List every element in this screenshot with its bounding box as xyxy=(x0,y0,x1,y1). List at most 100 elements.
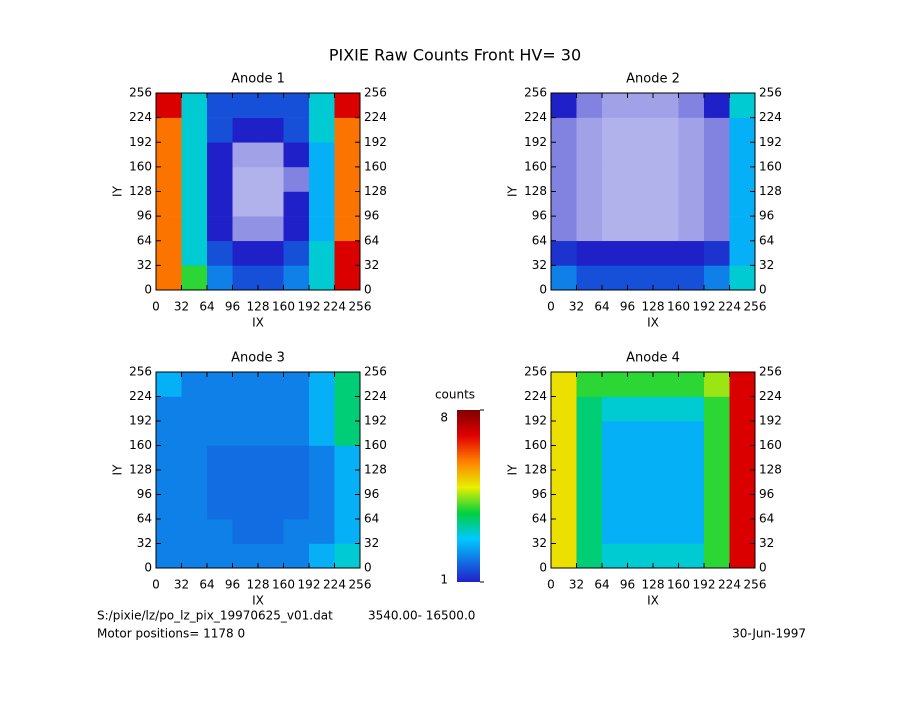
heatmap-cell xyxy=(627,396,654,422)
y-tick-label: 96 xyxy=(532,487,547,501)
y-tick-label: 96 xyxy=(137,487,152,501)
heatmap-cell xyxy=(627,519,654,544)
heatmap-cell xyxy=(729,265,756,291)
heatmap-cell xyxy=(678,494,705,520)
heatmap-cell xyxy=(207,543,233,569)
y-tick-label: 192 xyxy=(524,135,547,149)
y-tick-label: 192 xyxy=(129,135,152,149)
heatmap-cell xyxy=(309,240,335,266)
y-tick-label: 224 xyxy=(524,389,547,403)
heatmap-cell xyxy=(309,445,335,471)
heatmap-cell xyxy=(181,543,208,569)
heatmap-cell xyxy=(283,166,310,192)
x-tick-label: 0 xyxy=(547,300,555,314)
x-tick-label: 128 xyxy=(642,300,665,314)
heatmap-cell xyxy=(551,543,577,569)
heatmap-cell xyxy=(551,166,577,192)
heatmap-cell xyxy=(309,372,335,397)
y-tick-label: 192 xyxy=(364,135,387,149)
heatmap-cell xyxy=(258,543,284,569)
heatmap-cell xyxy=(729,240,756,266)
heatmap-cell xyxy=(283,240,310,266)
heatmap-cell xyxy=(232,166,259,192)
y-tick-label: 96 xyxy=(137,209,152,223)
y-tick-label: 192 xyxy=(759,414,782,428)
y-tick-label: 224 xyxy=(759,389,782,403)
heatmap-cell xyxy=(602,372,628,397)
panel-title: Anode 3 xyxy=(231,351,285,366)
heatmap-cell xyxy=(602,543,628,569)
heatmap-cell xyxy=(551,519,577,544)
heatmap-cell xyxy=(309,519,335,544)
heatmap-cell xyxy=(704,216,730,242)
heatmap-cell xyxy=(258,445,284,471)
y-tick-label: 32 xyxy=(759,258,774,272)
heatmap-cell xyxy=(602,93,628,118)
heatmap-cell xyxy=(602,445,628,471)
x-axis-label: IX xyxy=(252,594,264,608)
heatmap-cell xyxy=(156,470,182,495)
heatmap-cell xyxy=(627,543,654,569)
y-axis-label: IY xyxy=(111,464,125,476)
heatmap-cell xyxy=(181,142,208,168)
heatmap-cell xyxy=(309,117,335,143)
heatmap-cell xyxy=(576,265,603,291)
heatmap-cell xyxy=(627,372,654,397)
heatmap-cell xyxy=(653,543,679,569)
heatmap-cell xyxy=(309,494,335,520)
heatmap-cell xyxy=(576,142,603,168)
x-tick-label: 0 xyxy=(152,578,160,592)
heatmap-cell xyxy=(181,166,208,192)
heatmap-cell xyxy=(181,494,208,520)
heatmap-cell xyxy=(551,421,577,446)
heatmap-cell xyxy=(729,543,756,569)
heatmap-cell xyxy=(334,372,361,397)
footer-file: S:/pixie/lz/po_lz_pix_19970625_v01.dat xyxy=(97,609,333,623)
heatmap-cell xyxy=(283,445,310,471)
heatmap-cell xyxy=(704,372,730,397)
heatmap-cell xyxy=(207,265,233,291)
y-tick-label: 0 xyxy=(539,283,547,297)
heatmap-cell xyxy=(627,117,654,143)
heatmap-cell xyxy=(309,421,335,446)
heatmap-cell xyxy=(678,191,705,217)
x-axis-label: IX xyxy=(647,594,659,608)
y-tick-label: 0 xyxy=(759,283,767,297)
heatmap-cell xyxy=(334,494,361,520)
heatmap-cell xyxy=(232,519,259,544)
y-tick-label: 0 xyxy=(364,283,372,297)
heatmap-cell xyxy=(181,117,208,143)
y-tick-label: 128 xyxy=(129,463,152,477)
heatmap-cell xyxy=(258,396,284,422)
heatmap-cell xyxy=(156,117,182,143)
x-tick-label: 64 xyxy=(199,578,214,592)
y-tick-label: 32 xyxy=(137,258,152,272)
heatmap-cell xyxy=(181,265,208,291)
x-tick-label: 96 xyxy=(620,578,635,592)
x-tick-label: 32 xyxy=(174,300,189,314)
y-axis-label: IY xyxy=(506,464,520,476)
heatmap-cell xyxy=(653,117,679,143)
heatmap-cell xyxy=(576,166,603,192)
heatmap-cell xyxy=(232,93,259,118)
y-tick-label: 160 xyxy=(759,159,782,173)
heatmap-cell xyxy=(283,142,310,168)
y-tick-label: 96 xyxy=(759,487,774,501)
heatmap-cell xyxy=(283,93,310,118)
x-tick-label: 192 xyxy=(693,578,716,592)
x-tick-label: 224 xyxy=(323,300,346,314)
heatmap-cell xyxy=(653,142,679,168)
heatmap-cell xyxy=(258,519,284,544)
heatmap-cell xyxy=(156,494,182,520)
y-tick-label: 160 xyxy=(129,438,152,452)
heatmap-cell xyxy=(729,166,756,192)
heatmap-cell xyxy=(576,396,603,422)
heatmap-cell xyxy=(704,543,730,569)
heatmap-cell xyxy=(551,470,577,495)
heatmap-cell xyxy=(678,93,705,118)
heatmap-cell xyxy=(576,117,603,143)
colorbar-label: counts xyxy=(435,388,475,402)
heatmap-cell xyxy=(729,445,756,471)
heatmap-cell xyxy=(704,265,730,291)
heatmap-cell xyxy=(678,117,705,143)
